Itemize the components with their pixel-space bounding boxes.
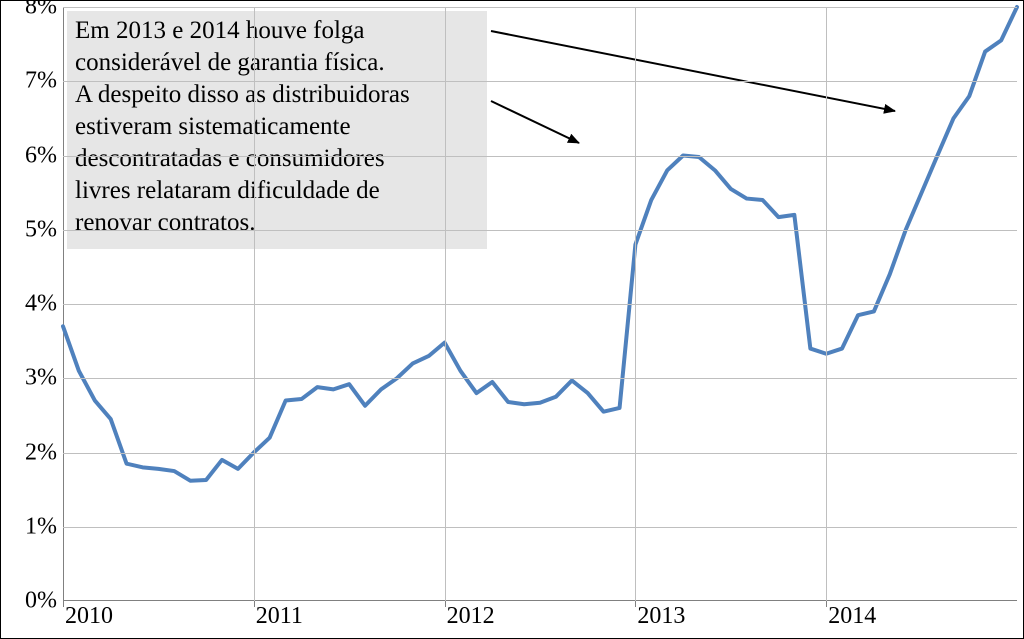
x-tick-mark: [254, 601, 255, 607]
gridline-horizontal: [63, 527, 1017, 528]
gridline-vertical: [826, 7, 827, 601]
y-tick-label: 8%: [25, 0, 63, 21]
x-tick-label: 2013: [637, 601, 685, 630]
chart-container: Em 2013 e 2014 houve folgaconsiderável d…: [0, 0, 1024, 639]
annotation-text-line: renovar contratos.: [75, 207, 479, 239]
gridline-horizontal: [63, 304, 1017, 305]
annotation-text-line: A despeito disso as distribuidoras: [75, 79, 479, 111]
y-tick-label: 3%: [25, 365, 63, 392]
x-tick-mark: [635, 601, 636, 607]
x-tick-label: 2011: [256, 601, 303, 630]
gridline-horizontal: [63, 453, 1017, 454]
gridline-vertical: [445, 7, 446, 601]
y-tick-label: 2%: [25, 439, 63, 466]
gridline-horizontal: [63, 7, 1017, 8]
annotation-text-line: Em 2013 e 2014 houve folga: [75, 15, 479, 47]
y-tick-label: 0%: [25, 588, 63, 615]
x-tick-mark: [63, 601, 64, 607]
x-tick-label: 2014: [828, 601, 876, 630]
y-tick-label: 5%: [25, 216, 63, 243]
x-tick-mark: [826, 601, 827, 607]
plot-area: Em 2013 e 2014 houve folgaconsiderável d…: [63, 7, 1017, 601]
annotation-text-line: livres relataram dificuldade de: [75, 175, 479, 207]
x-tick-mark: [445, 601, 446, 607]
annotation-callout: Em 2013 e 2014 houve folgaconsiderável d…: [67, 11, 487, 249]
x-tick-label: 2012: [447, 601, 495, 630]
x-tick-label: 2010: [65, 601, 113, 630]
gridline-vertical: [254, 7, 255, 601]
gridline-vertical: [635, 7, 636, 601]
gridline-horizontal: [63, 81, 1017, 82]
y-tick-label: 7%: [25, 68, 63, 95]
gridline-horizontal: [63, 230, 1017, 231]
y-tick-label: 6%: [25, 142, 63, 169]
gridline-horizontal: [63, 378, 1017, 379]
annotation-text-line: estiveram sistematicamente: [75, 111, 479, 143]
annotation-text-line: descontratadas e consumidores: [75, 143, 479, 175]
gridline-horizontal: [63, 156, 1017, 157]
y-tick-label: 1%: [25, 513, 63, 540]
annotation-text-line: considerável de garantia física.: [75, 47, 479, 79]
y-tick-label: 4%: [25, 291, 63, 318]
